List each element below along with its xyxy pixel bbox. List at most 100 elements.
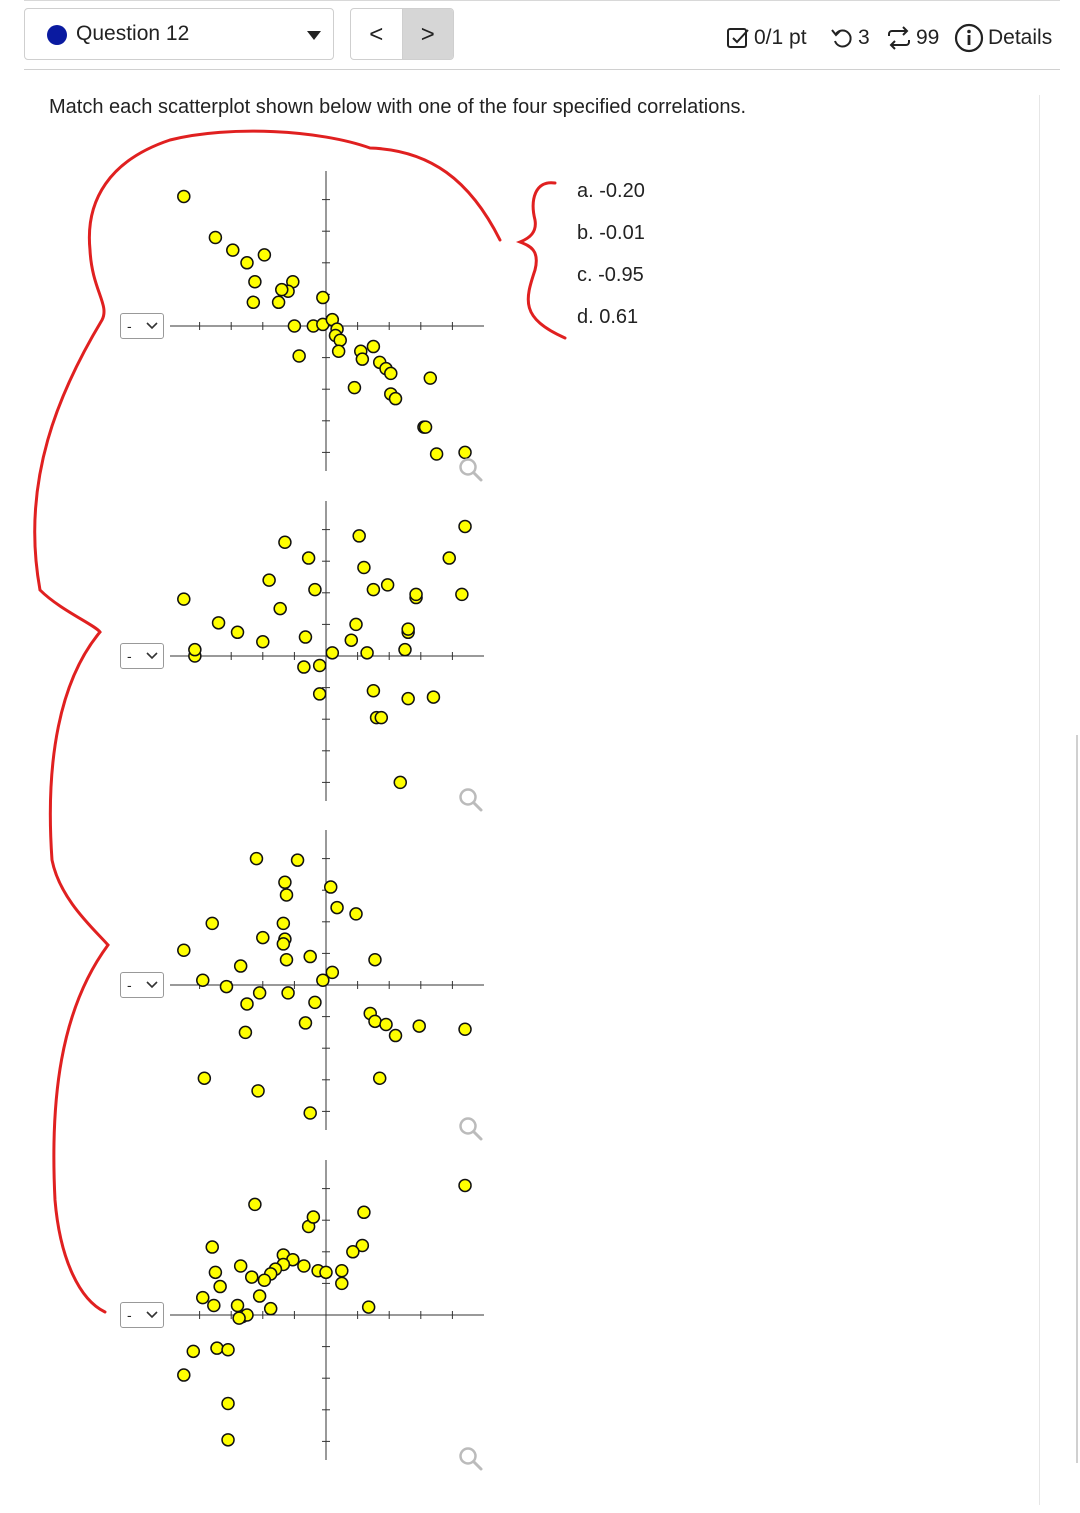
data-point	[426, 690, 441, 704]
data-point	[273, 601, 287, 616]
data-point	[279, 952, 294, 967]
data-point	[232, 1311, 246, 1325]
data-point	[177, 1368, 191, 1382]
data-point	[205, 916, 219, 931]
submissions-indicator: 99	[886, 20, 939, 56]
data-point	[197, 1071, 212, 1085]
data-point	[357, 1205, 371, 1220]
question-status-dot	[47, 25, 67, 45]
data-point	[207, 1298, 221, 1313]
plot-1-answer-select[interactable]: -	[120, 313, 164, 339]
next-question-button[interactable]: >	[401, 9, 453, 59]
data-point	[188, 642, 202, 657]
data-point	[177, 189, 191, 204]
header-divider	[24, 69, 1060, 70]
data-point	[248, 275, 262, 289]
data-point	[221, 1433, 235, 1447]
data-point	[271, 295, 286, 310]
data-point	[211, 616, 226, 630]
choice-d: d. 0.61	[577, 306, 639, 328]
data-point	[429, 447, 444, 461]
data-point	[355, 352, 370, 366]
details-button[interactable]: Details	[954, 20, 1052, 56]
details-label: Details	[988, 26, 1053, 49]
plot-2-answer-select[interactable]: -	[120, 643, 164, 669]
data-point	[388, 1028, 403, 1043]
data-point	[384, 366, 398, 381]
scrollbar[interactable]	[1076, 735, 1078, 1463]
data-point	[368, 1014, 382, 1029]
data-point	[221, 1396, 235, 1411]
data-point	[412, 1019, 426, 1033]
data-point	[256, 635, 270, 649]
content-border	[1039, 95, 1040, 1505]
data-point	[287, 319, 302, 333]
data-point	[186, 1344, 201, 1359]
data-point	[458, 445, 472, 460]
data-point	[196, 1290, 210, 1305]
scatterplot-3	[168, 825, 488, 1145]
data-point	[357, 560, 371, 575]
plot-3-answer-select[interactable]: -	[120, 972, 164, 998]
data-point	[210, 1341, 224, 1355]
data-point	[346, 1245, 360, 1259]
data-point	[442, 551, 456, 565]
data-point	[233, 959, 248, 973]
retries-indicator: 3	[830, 20, 870, 56]
data-point	[297, 660, 311, 674]
data-point	[278, 535, 292, 549]
data-point	[275, 282, 289, 297]
data-point	[361, 1300, 376, 1314]
data-point	[312, 658, 327, 673]
question-prompt: Match each scatterplot shown below with …	[49, 96, 747, 118]
select-value: -	[127, 977, 132, 993]
data-point	[196, 973, 210, 988]
data-point	[257, 248, 272, 262]
scatterplot-2	[168, 496, 488, 816]
retry-icon	[831, 29, 852, 48]
data-point	[248, 1197, 262, 1212]
prev-question-button[interactable]: <	[369, 21, 384, 48]
data-point	[316, 290, 330, 305]
choice-b: b. -0.01	[577, 222, 645, 244]
data-point	[177, 592, 191, 606]
data-point	[298, 630, 313, 644]
select-value: -	[127, 318, 132, 334]
data-point	[303, 949, 317, 964]
data-point	[281, 986, 295, 1000]
magnifier-icon[interactable]	[459, 458, 483, 482]
data-point	[244, 1270, 259, 1284]
magnifier-icon[interactable]	[459, 788, 483, 812]
magnifier-icon[interactable]	[459, 1447, 483, 1471]
data-point	[374, 710, 389, 725]
plot-4-answer-select[interactable]: -	[120, 1302, 164, 1328]
points-text: 0/1 pt	[754, 26, 807, 49]
data-point	[308, 582, 322, 597]
data-point	[301, 551, 316, 565]
data-point	[393, 775, 408, 790]
info-icon	[954, 23, 984, 53]
points-indicator: 0/1 pt	[726, 20, 807, 56]
data-point	[240, 997, 254, 1011]
data-point	[262, 573, 276, 587]
data-point	[388, 391, 403, 406]
data-point	[323, 880, 338, 894]
data-point	[312, 687, 327, 701]
data-point	[233, 1259, 248, 1273]
data-point	[238, 1025, 253, 1040]
data-point	[276, 916, 291, 931]
data-point	[290, 853, 305, 867]
data-point	[177, 943, 191, 957]
data-point	[349, 617, 363, 632]
data-point	[252, 986, 267, 1000]
data-point	[379, 1017, 393, 1032]
question-selector[interactable]: Question 12	[24, 8, 334, 60]
choice-c: c. -0.95	[577, 264, 644, 286]
magnifier-icon[interactable]	[459, 1117, 483, 1141]
data-point	[213, 1279, 227, 1294]
data-point	[349, 907, 363, 921]
chevron-down-icon	[146, 981, 158, 989]
top-divider	[24, 0, 1060, 1]
data-point	[316, 973, 330, 988]
data-point	[458, 519, 472, 534]
